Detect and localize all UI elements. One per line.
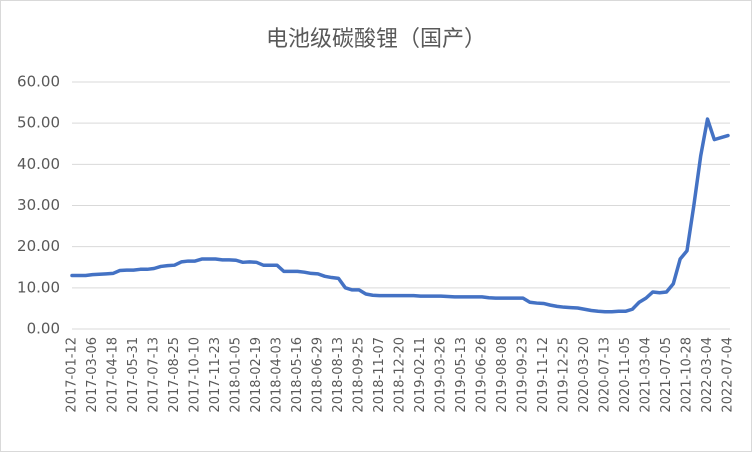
x-tick-label: 2020-11-05 bbox=[618, 337, 633, 413]
x-tick-label: 2018-02-19 bbox=[249, 337, 264, 413]
x-tick-label: 2019-02-11 bbox=[413, 337, 428, 413]
chart-title: 电池级碳酸锂（国产） bbox=[266, 27, 486, 52]
y-tick-label: 40.00 bbox=[17, 155, 60, 173]
y-tick-label: 20.00 bbox=[17, 237, 60, 255]
x-tick-label: 2017-08-25 bbox=[167, 337, 182, 413]
x-tick-label: 2018-09-25 bbox=[352, 337, 367, 413]
x-tick-label: 2018-12-20 bbox=[393, 337, 408, 413]
x-tick-label: 2022-03-04 bbox=[700, 337, 715, 413]
line bbox=[70, 117, 730, 314]
x-tick-label: 2019-08-08 bbox=[495, 337, 510, 413]
y-tick-label: 60.00 bbox=[17, 73, 60, 91]
x-tick-label: 2019-03-26 bbox=[434, 337, 449, 413]
x-tick-label: 2018-04-03 bbox=[270, 337, 285, 413]
x-tick-label: 2020-07-13 bbox=[598, 337, 613, 413]
x-tick-label: 2017-01-12 bbox=[65, 337, 80, 413]
x-tick-label: 2018-05-16 bbox=[290, 337, 305, 413]
x-tick-label: 2019-09-23 bbox=[516, 337, 531, 413]
x-tick-label: 2019-06-26 bbox=[475, 337, 490, 413]
y-tick-label: 10.00 bbox=[17, 278, 60, 296]
x-tick-label: 2017-05-31 bbox=[126, 337, 141, 413]
x-tick-label: 2017-03-06 bbox=[85, 337, 100, 413]
x-tick-label: 2017-11-23 bbox=[208, 337, 223, 413]
x-tick-label: 2019-11-12 bbox=[536, 337, 551, 413]
x-tick-label: 2021-03-04 bbox=[639, 337, 654, 413]
y-tick-label: 0.00 bbox=[27, 320, 60, 338]
x-tick-label: 2018-01-05 bbox=[229, 337, 244, 413]
x-tick-label: 2017-07-13 bbox=[147, 337, 162, 413]
x-tick-label: 2018-06-29 bbox=[311, 337, 326, 413]
x-tick-label: 2022-07-04 bbox=[721, 337, 736, 413]
x-tick-label: 2021-10-28 bbox=[680, 337, 695, 413]
x-tick-label: 2018-11-07 bbox=[372, 337, 387, 413]
x-tick-label: 2018-08-13 bbox=[331, 337, 346, 413]
x-tick-label: 2021-07-05 bbox=[659, 337, 674, 413]
x-tick-label: 2019-12-25 bbox=[557, 337, 572, 413]
x-tick-label: 2017-04-18 bbox=[106, 337, 121, 413]
y-tick-label: 30.00 bbox=[17, 196, 60, 214]
x-tick-label: 2020-03-20 bbox=[577, 337, 592, 413]
x-tick-label: 2019-05-13 bbox=[454, 337, 469, 413]
x-tick-label: 2017-10-10 bbox=[188, 337, 203, 413]
y-tick-label: 50.00 bbox=[17, 114, 60, 132]
